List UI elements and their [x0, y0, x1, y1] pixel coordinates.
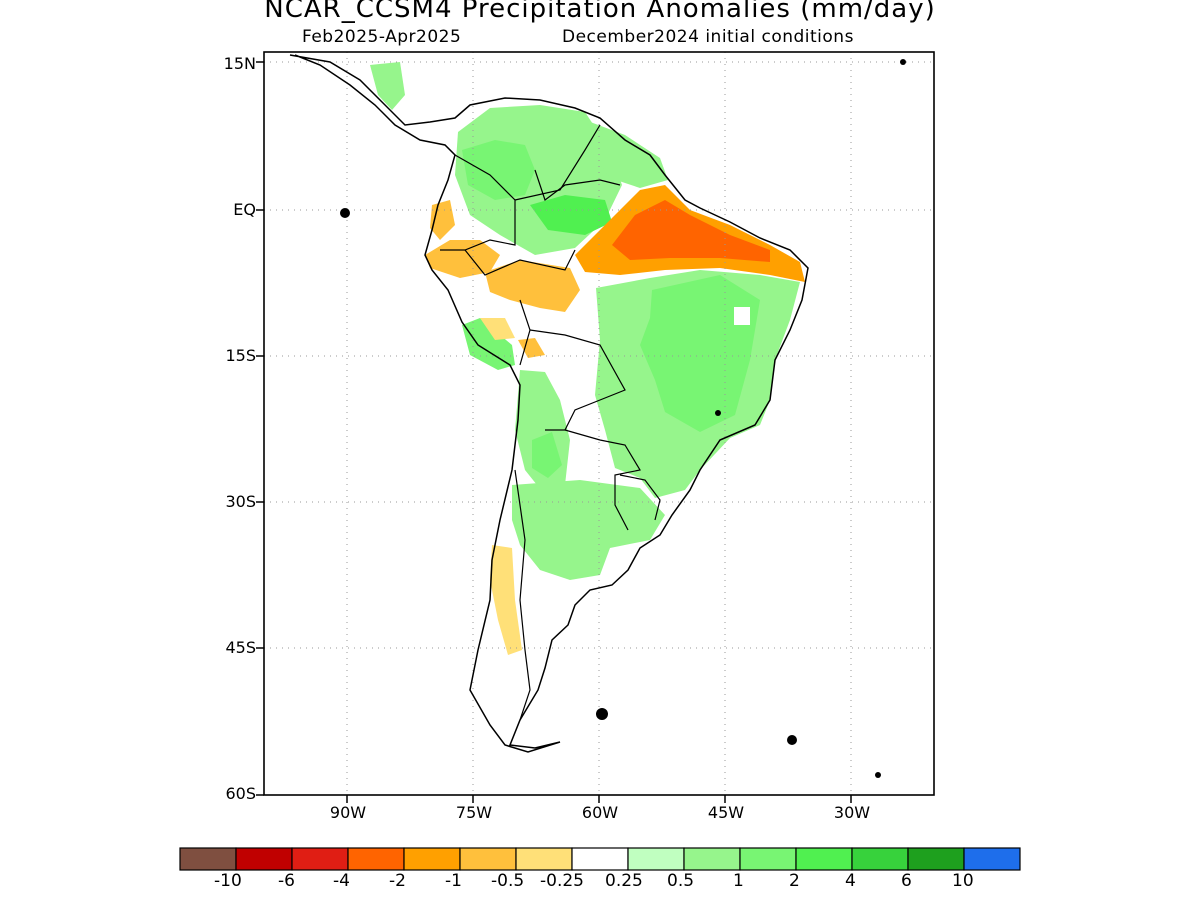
lon-label-60w: 60W [581, 803, 619, 822]
colorbar-label: 2 [789, 871, 800, 891]
lon-label-75w: 75W [455, 803, 493, 822]
no-anomaly-cell [734, 307, 750, 325]
dry-region-bolivia [518, 338, 545, 358]
wet-region-amazon-west [530, 195, 612, 235]
wet-region-central-brazil [640, 275, 760, 432]
lat-label-eq: EQ [233, 200, 256, 219]
south-america-coastline [289, 54, 809, 753]
initial-conditions: December2024 initial conditions [562, 27, 854, 47]
colorbar-swatch [235, 847, 293, 871]
islands [340, 59, 906, 778]
wet-region-peru-coast [462, 318, 515, 370]
colorbar-label: -6 [278, 871, 295, 891]
lon-label-30w: 30W [833, 803, 871, 822]
colorbar-label: -0.25 [540, 871, 584, 891]
graticule [264, 52, 934, 795]
colorbar-swatch [179, 847, 237, 871]
dry-region-upper-amazon [485, 260, 580, 312]
colorbar-swatch [515, 847, 573, 871]
lon-label-90w: 90W [329, 803, 367, 822]
colorbar-label: -2 [389, 871, 406, 891]
axis-ticks [256, 61, 852, 803]
colorbar-label: 6 [901, 871, 912, 891]
colorbar-label: -10 [214, 871, 242, 891]
country-borders [440, 124, 661, 721]
colorbar-label: 0.5 [667, 871, 695, 891]
wet-region-chaco [532, 432, 562, 478]
colorbar-label: -4 [333, 871, 350, 891]
colorbar-swatch [739, 847, 797, 871]
colorbar-swatch [795, 847, 853, 871]
wet-region-colombia [462, 140, 535, 200]
lon-label-45w: 45W [707, 803, 745, 822]
forecast-period: Feb2025-Apr2025 [302, 27, 462, 47]
colorbar-swatch [907, 847, 965, 871]
wet-region-central-america [370, 62, 405, 110]
colorbar-swatch [347, 847, 405, 871]
lat-label-15s: 15S [225, 346, 256, 365]
dry-region-chile [490, 545, 522, 655]
lat-label-60s: 60S [225, 784, 256, 803]
dry-region-north-brazil-core [612, 200, 770, 262]
colorbar-label: 1 [733, 871, 744, 891]
colorbar-label: 0.25 [605, 871, 643, 891]
lat-label-30s: 30S [225, 492, 256, 511]
colorbar [179, 847, 1021, 871]
colorbar-swatch [963, 847, 1021, 871]
colorbar-swatch [291, 847, 349, 871]
colorbar-swatch [459, 847, 517, 871]
colorbar-swatch [851, 847, 909, 871]
colorbar-swatch [403, 847, 461, 871]
wet-region-andes [515, 370, 570, 495]
lat-label-45s: 45S [225, 638, 256, 657]
colorbar-label: 10 [952, 871, 974, 891]
anomaly-field [370, 62, 805, 655]
wet-region-guiana [585, 120, 668, 188]
colorbar-swatch [627, 847, 685, 871]
colorbar-label: 4 [845, 871, 856, 891]
colorbar-label: -0.5 [491, 871, 525, 891]
lat-label-15n: 15N [223, 54, 256, 73]
colorbar-label: -1 [445, 871, 462, 891]
map-title: NCAR_CCSM4 Precipitation Anomalies (mm/d… [264, 0, 936, 24]
wet-region-argentina [512, 480, 665, 580]
colorbar-swatch [571, 847, 629, 871]
dry-region-peru [480, 318, 515, 340]
colorbar-swatch [683, 847, 741, 871]
